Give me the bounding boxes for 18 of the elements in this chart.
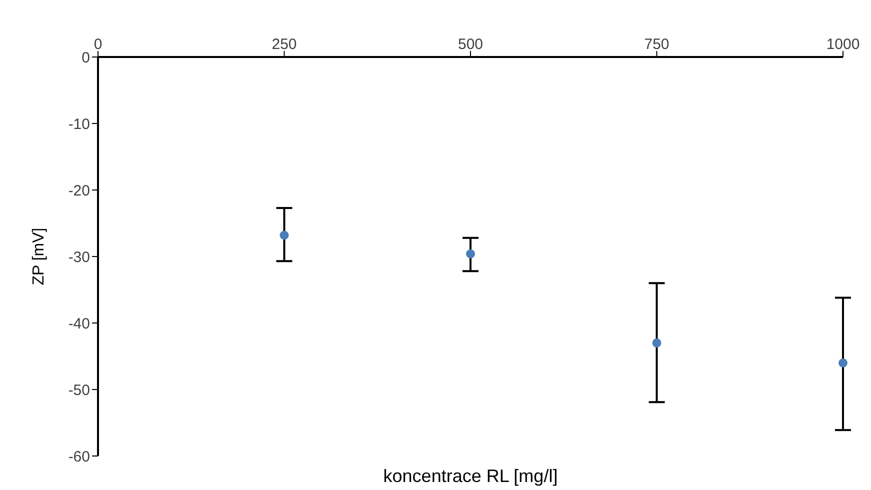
point [838,358,848,368]
y-tick-label: 0 [82,49,90,66]
y-tick-label: -50 [68,382,90,399]
y-tick-label: -20 [68,182,90,200]
x-axis-title: koncentrace RL [mg/l] [382,466,559,487]
y-tick-label: -60 [68,448,90,466]
point [466,249,476,258]
y-axis-title: ZP [mV] [30,228,48,286]
point [652,338,662,348]
y-tick-label: -10 [68,116,90,133]
x-tick-label: 500 [458,36,484,53]
x-tick-label: 1000 [826,36,860,53]
point [280,230,289,240]
x-tick-label: 750 [644,36,670,53]
x-tick-label: 0 [94,36,102,53]
y-tick-label: -40 [68,315,90,332]
y-tick-label: -30 [68,248,90,266]
x-tick-label: 250 [272,36,297,53]
